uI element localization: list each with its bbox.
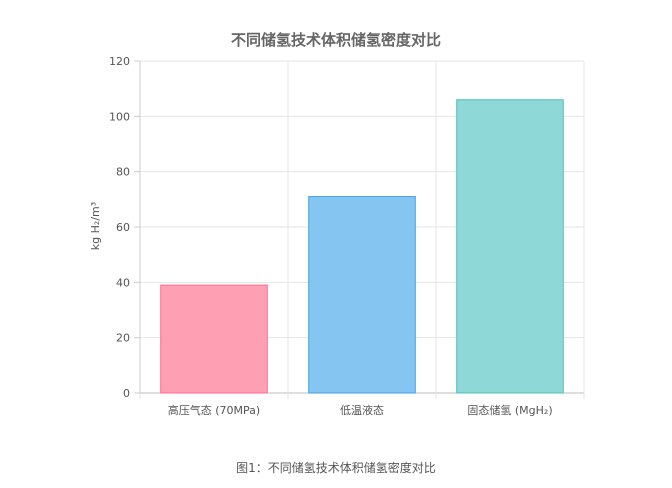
- figure-caption: 图1：不同储氢技术体积储氢密度对比: [236, 461, 436, 475]
- y-tick-label: 100: [109, 110, 130, 123]
- y-tick-label: 80: [116, 166, 130, 179]
- y-axis-title: kg H₂/m³: [89, 202, 102, 250]
- y-tick-label: 40: [116, 276, 130, 289]
- y-tick-label: 20: [116, 332, 130, 345]
- x-category-label: 固态储氢 (MgH₂): [467, 403, 552, 417]
- y-tick-label: 60: [116, 221, 130, 234]
- x-category-label: 低温液态: [340, 403, 384, 417]
- axes: 0 20 40 60 80 100 120 高压气态 (70MPa) 低温液态 固态储氢 (MgH…: [109, 55, 553, 417]
- chart-title: 不同储氢技术体积储氢密度对比: [231, 31, 441, 49]
- bar: [160, 284, 268, 394]
- y-tick-label: 0: [123, 387, 130, 400]
- y-tick-label: 120: [109, 55, 130, 68]
- bar: [308, 196, 416, 394]
- bars: [160, 99, 564, 394]
- bar: [456, 99, 564, 394]
- x-category-label: 高压气态 (70MPa): [168, 403, 260, 417]
